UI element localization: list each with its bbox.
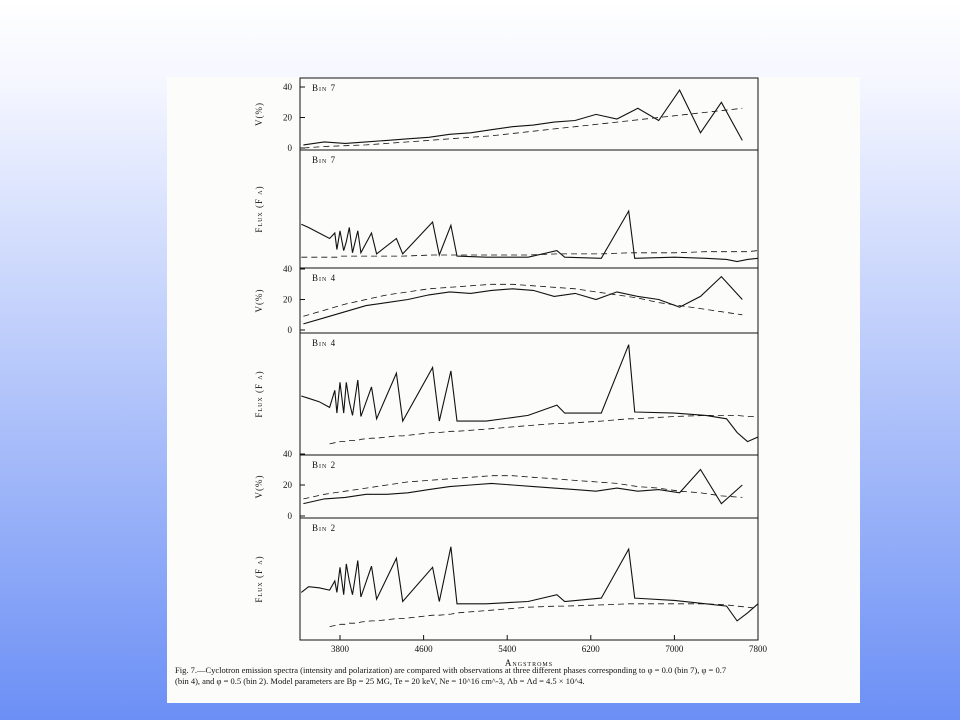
panel-label: Bin 2	[312, 460, 336, 470]
y-tick-label: 40	[283, 449, 293, 459]
panel-label: Bin 7	[312, 83, 336, 93]
y-axis-label: V(%)	[254, 289, 264, 313]
model-curve	[329, 415, 758, 445]
observed-spectrum	[301, 344, 759, 443]
observed-spectrum	[303, 275, 743, 325]
panel-frame	[299, 267, 759, 334]
model-curve	[303, 107, 743, 149]
y-tick-label: 20	[283, 113, 293, 123]
x-tick-label: 6200	[582, 644, 601, 654]
y-tick-label: 0	[288, 511, 293, 521]
y-tick-label: 0	[288, 325, 293, 335]
y-tick-label: 40	[283, 264, 293, 274]
caption: Fig. 7.—Cyclotron emission spectra (inte…	[175, 665, 727, 686]
x-tick-label: 3800	[331, 644, 350, 654]
y-tick-label: 20	[283, 295, 293, 305]
x-axis-label: Angstroms	[505, 658, 553, 668]
x-tick-label: 7800	[749, 644, 768, 654]
y-axis-label: Flux (F λ)	[254, 555, 264, 602]
y-tick-label: 0	[288, 143, 293, 153]
y-tick-label: 20	[283, 480, 293, 490]
panel-frame	[299, 149, 759, 269]
y-tick-label: 40	[283, 82, 293, 92]
x-tick-label: 5400	[498, 644, 517, 654]
model-curve	[301, 250, 759, 258]
panel-label: Bin 2	[312, 523, 336, 533]
panel-label: Bin 7	[312, 155, 336, 165]
model-curve	[303, 283, 743, 317]
panel-frame	[299, 77, 759, 151]
y-axis-label: Flux (F λ)	[254, 370, 264, 417]
model-curve	[303, 475, 743, 500]
panel-label: Bin 4	[312, 273, 336, 283]
y-axis-label: Flux (F λ)	[254, 185, 264, 232]
x-tick-label: 4600	[415, 644, 434, 654]
y-axis-label: V(%)	[254, 475, 264, 499]
observed-spectrum	[303, 89, 743, 146]
model-curve	[329, 603, 759, 627]
observed-spectrum	[300, 546, 759, 622]
y-axis-label: V(%)	[254, 102, 264, 126]
panel-frame	[299, 517, 759, 641]
figure	[167, 77, 860, 703]
observed-spectrum	[301, 209, 759, 263]
x-tick-label: 7000	[665, 644, 684, 654]
observed-spectrum	[303, 468, 743, 505]
panel-label: Bin 4	[312, 338, 336, 348]
